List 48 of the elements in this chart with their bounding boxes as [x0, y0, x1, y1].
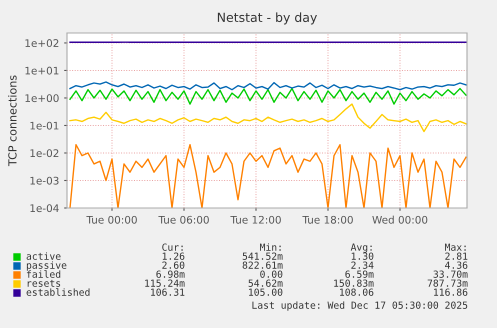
text: 54.62m — [248, 279, 283, 287]
y-tick-label: 1e-02 — [30, 149, 58, 158]
text: 33.70m — [434, 270, 468, 278]
text: 0.00 — [260, 270, 282, 278]
text: 822.61m — [242, 261, 283, 269]
text: 541.52m — [242, 252, 283, 260]
text: Avg: — [350, 244, 372, 253]
line-series — [69, 88, 467, 105]
text: 106.31 — [151, 288, 184, 296]
text: Last update: Wed Dec 17 05:30:00 2025 — [252, 301, 468, 311]
text: Min: — [260, 243, 281, 251]
legend-label: established — [26, 288, 90, 296]
text: 115.24m — [145, 279, 185, 287]
text: 6.98m — [156, 270, 185, 278]
text: 116.86 — [434, 288, 468, 296]
text: 108.06 — [340, 288, 374, 296]
text: 787.73m — [428, 279, 468, 287]
legend-label: active — [26, 252, 61, 260]
text: 105.00 — [249, 288, 282, 296]
chart-title: Netstat - by day — [218, 12, 317, 24]
text: Max: — [444, 244, 466, 251]
text: 2.60 — [162, 261, 184, 269]
text: 6.59m — [345, 270, 374, 278]
text: 4.36 — [445, 261, 468, 269]
text: 1.26 — [162, 252, 184, 260]
legend-label: passive — [26, 261, 66, 271]
y-tick-label: 1e-03 — [30, 176, 59, 185]
text: 1.30 — [352, 252, 374, 260]
line-series — [69, 144, 467, 208]
y-axis-title: TCP connections — [8, 75, 17, 166]
legend-label: resets — [28, 280, 60, 287]
y-tick-label: 1e-01 — [30, 122, 58, 130]
x-tick-label: Tue 12:00 — [230, 216, 281, 224]
x-tick-label: Tue 00:00 — [86, 216, 137, 224]
text: 2.34 — [351, 261, 374, 269]
x-tick-label: Tue 06:00 — [158, 216, 209, 224]
y-tick-label: 1e+02 — [25, 39, 58, 48]
legend-label: failed — [26, 270, 60, 278]
y-tick-label: 1e+01 — [25, 66, 58, 75]
y-tick-label: 1e+00 — [25, 94, 59, 102]
text: 2.81 — [445, 252, 468, 260]
line-series — [69, 103, 467, 132]
text: 150.83m — [334, 279, 374, 287]
y-tick-label: 1e-04 — [30, 204, 59, 212]
x-tick-label: Tue 18:00 — [302, 216, 353, 224]
line-series — [69, 81, 467, 90]
x-tick-label: Wed 00:00 — [372, 216, 428, 224]
text: Cur: — [162, 243, 183, 251]
